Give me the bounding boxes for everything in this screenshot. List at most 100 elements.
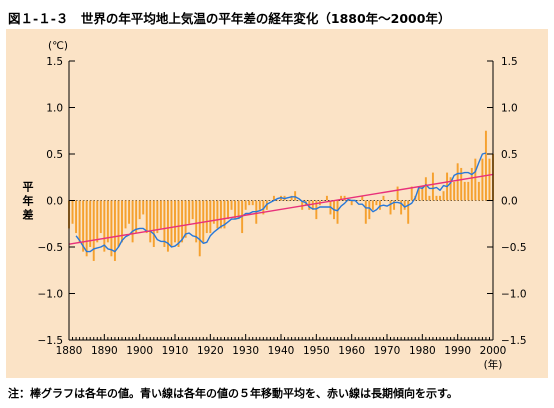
bar-1891 (106, 200, 109, 243)
y-tick-label-right: 0.0 (501, 196, 518, 208)
bar-1895 (121, 200, 123, 243)
bar-1938 (272, 195, 275, 201)
bar-1882 (75, 200, 78, 234)
bar-1925 (227, 200, 229, 220)
bar-1984 (435, 195, 438, 201)
bar-1950 (315, 200, 318, 220)
x-tick-label: 1980 (409, 345, 436, 357)
chart-panel: (℃) (年) 1.5 1.5 1.0 1.0 0.5 0.5 0.0 0.0 −0.5 −0.5… (6, 29, 548, 378)
bar-1986 (442, 191, 445, 201)
x-tick-label: 1880 (56, 345, 83, 357)
bar-1920 (209, 200, 212, 234)
y-axis-title: 平年差 (23, 181, 34, 222)
bar-1896 (124, 200, 127, 229)
y-tick-label-right: −1.5 (501, 335, 527, 347)
chart-svg: (℃) (年) 1.5 1.5 1.0 1.0 0.5 0.5 0.0 0.0 −0.5 −0.5… (23, 40, 527, 371)
bar-1996 (477, 181, 480, 201)
bar-1968 (378, 200, 381, 210)
bar-1908 (166, 200, 169, 252)
x-unit-label: (年) (484, 358, 503, 371)
bar-1883 (78, 200, 81, 243)
bar-1980 (421, 186, 424, 201)
bar-1939 (276, 200, 279, 202)
y-axis-title-char: 差 (23, 208, 34, 222)
bar-1913 (184, 200, 187, 238)
bar-1990 (456, 163, 459, 201)
bar-1923 (219, 200, 222, 229)
y-tick-label-right: 1.0 (501, 103, 518, 115)
x-tick-label: 1910 (162, 345, 189, 357)
bar-1884 (82, 200, 85, 252)
bar-1989 (453, 181, 456, 201)
x-tick-label: 1920 (197, 345, 224, 357)
x-tick-label: 1960 (338, 345, 365, 357)
bar-1915 (191, 200, 194, 220)
bar-1916 (195, 200, 198, 243)
bar-1917 (198, 200, 201, 257)
y-axis-title-char: 年 (23, 194, 34, 208)
bar-layer (68, 130, 494, 261)
bar-1988 (449, 177, 452, 201)
line-layer (68, 152, 494, 253)
y-tick-label-left: −1.5 (38, 335, 64, 347)
bar-1902 (145, 200, 148, 234)
bar-1889 (99, 200, 102, 234)
bar-1919 (205, 200, 208, 234)
bar-1967 (375, 200, 378, 206)
bar-1999 (488, 158, 491, 201)
bar-1907 (163, 200, 166, 247)
bar-1930 (244, 200, 247, 210)
figure-title: 図１-１-３ 世界の年平均地上気温の平年差の経年変化（1880年〜2000年） (8, 11, 451, 26)
bar-1981 (424, 177, 427, 201)
bar-1970 (386, 200, 388, 202)
bar-1974 (400, 200, 403, 215)
x-tick-label: 1970 (374, 345, 401, 357)
bar-1945 (297, 200, 300, 202)
x-tick-label: 1990 (444, 345, 471, 357)
bar-1983 (431, 172, 434, 201)
bar-1962 (357, 200, 360, 202)
moving-average-line (75, 152, 487, 253)
y-tick-label-left: 0.0 (46, 196, 63, 208)
y-tick-label-left: 1.5 (46, 56, 63, 68)
bar-1924 (223, 200, 226, 229)
y-tick-label-left: −1.0 (38, 289, 64, 301)
bar-1998 (484, 130, 487, 201)
bar-1914 (188, 200, 191, 224)
y-tick-label-left: 0.5 (46, 149, 63, 161)
bar-1905 (156, 200, 159, 234)
x-tick-label: 1940 (268, 345, 295, 357)
bar-1934 (258, 200, 261, 210)
bar-1910 (174, 200, 176, 243)
x-tick-label: 1950 (303, 345, 330, 357)
bar-1979 (417, 186, 420, 201)
bar-1992 (463, 181, 466, 201)
bar-1942 (287, 200, 290, 202)
axis-layer: (℃) (年) 1.5 1.5 1.0 1.0 0.5 0.5 0.0 0.0 −0.5 −0.5… (38, 40, 527, 371)
bar-1972 (393, 200, 396, 210)
y-axis-title-char: 平 (23, 181, 34, 194)
bar-1937 (269, 200, 272, 202)
bar-1964 (364, 200, 367, 224)
bar-1982 (428, 195, 431, 201)
y-tick-label-right: 1.5 (501, 56, 518, 68)
bar-1881 (71, 200, 74, 224)
bar-1885 (85, 200, 88, 257)
bar-1953 (325, 195, 328, 201)
bar-1973 (396, 186, 399, 201)
bar-1969 (382, 195, 385, 201)
x-tick-label: 1900 (126, 345, 153, 357)
bar-1899 (135, 200, 138, 234)
figure-note: 注：棒グラフは各年の値。青い線は各年の値の５年移動平均を、赤い線は長期傾向を示す… (8, 387, 458, 400)
bar-1975 (403, 200, 406, 210)
bar-1977 (410, 186, 413, 201)
bar-1956 (336, 200, 339, 224)
bar-1957 (340, 195, 343, 201)
bar-1966 (371, 200, 374, 210)
bar-1943 (290, 195, 293, 201)
bar-1997 (481, 158, 484, 201)
bar-1944 (294, 191, 297, 201)
bar-1921 (212, 200, 215, 224)
bar-1900 (138, 200, 141, 220)
bar-1892 (110, 200, 113, 257)
